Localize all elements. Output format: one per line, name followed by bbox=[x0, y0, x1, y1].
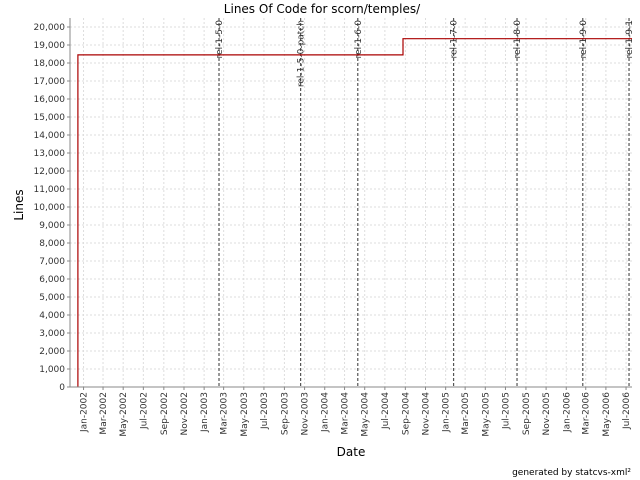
x-tick-label: Sep-2004 bbox=[401, 392, 411, 435]
y-tick-label: 19,000 bbox=[34, 41, 66, 51]
y-tick-label: 14,000 bbox=[34, 131, 66, 141]
y-ticks: 0 1,000 2,000 3,000 4,000 5,000 6,000 7,000 8,00… bbox=[34, 23, 70, 393]
x-tick-label: Mar-2006 bbox=[582, 392, 592, 435]
x-tick-label: May-2005 bbox=[481, 392, 491, 437]
x-tick-label: Jul-2006 bbox=[622, 392, 632, 430]
x-tick-label: Mar-2005 bbox=[461, 392, 471, 435]
x-tick-label: Jul-2004 bbox=[381, 392, 391, 430]
x-tick-label: Sep-2003 bbox=[280, 392, 290, 435]
y-tick-label: 17,000 bbox=[34, 77, 66, 87]
x-tick-label: May-2003 bbox=[240, 392, 250, 437]
series bbox=[77, 38, 632, 387]
y-tick-label: 12,000 bbox=[34, 167, 66, 177]
x-tick-label: May-2006 bbox=[602, 392, 612, 437]
x-tick-label: May-2002 bbox=[119, 392, 129, 437]
release-marker-label: rel-1-6-0 bbox=[354, 20, 364, 59]
y-tick-label: 2,000 bbox=[39, 347, 65, 357]
x-tick-label: Jan-2004 bbox=[321, 392, 331, 433]
x-tick-label: Jan-2002 bbox=[80, 392, 90, 433]
y-tick-label: 13,000 bbox=[34, 149, 66, 159]
y-tick-label: 9,000 bbox=[39, 221, 65, 231]
release-marker-label: rel-1-5-0 bbox=[215, 20, 225, 59]
y-tick-label: 11,000 bbox=[34, 185, 66, 195]
y-tick-label: 20,000 bbox=[34, 23, 66, 33]
x-tick-label: Sep-2005 bbox=[522, 392, 532, 435]
y-tick-label: 16,000 bbox=[34, 95, 66, 105]
y-tick-label: 8,000 bbox=[39, 239, 65, 249]
plot-area bbox=[70, 18, 632, 387]
x-tick-label: Jan-2006 bbox=[562, 392, 572, 433]
y-tick-label: 7,000 bbox=[39, 257, 65, 267]
y-tick-label: 3,000 bbox=[39, 329, 65, 339]
x-tick-label: Jan-2003 bbox=[200, 392, 210, 433]
x-axis-label: Date bbox=[337, 445, 366, 459]
x-tick-label: Mar-2002 bbox=[99, 392, 109, 435]
chart-title: Lines Of Code for scorn/temples/ bbox=[224, 2, 421, 16]
lines-of-code-line bbox=[77, 38, 632, 387]
release-marker-label: rel-1-5-0-patch bbox=[297, 20, 307, 87]
y-tick-label: 4,000 bbox=[39, 311, 65, 321]
x-tick-label: Nov-2005 bbox=[542, 392, 552, 435]
x-tick-label: Nov-2003 bbox=[301, 392, 311, 435]
y-tick-label: 6,000 bbox=[39, 275, 65, 285]
generated-by-footer: generated by statcvs-xml² bbox=[512, 468, 631, 478]
x-tick-label: Jul-2003 bbox=[260, 392, 270, 430]
y-tick-label: 1,000 bbox=[39, 365, 65, 375]
y-tick-label: 5,000 bbox=[39, 293, 65, 303]
x-tick-label: Jul-2005 bbox=[501, 392, 511, 430]
y-tick-label: 18,000 bbox=[34, 59, 66, 69]
y-axis-label: Lines bbox=[12, 189, 26, 220]
x-tick-label: Jan-2005 bbox=[442, 392, 452, 433]
y-tick-label: 15,000 bbox=[34, 113, 66, 123]
x-tick-label: Nov-2004 bbox=[422, 392, 432, 436]
x-tick-label: Mar-2004 bbox=[341, 392, 351, 435]
x-tick-label: Sep-2002 bbox=[160, 392, 170, 435]
x-tick-label: Nov-2002 bbox=[180, 392, 190, 435]
x-tick-label: Mar-2003 bbox=[220, 392, 230, 435]
x-ticks: Jan-2002 Mar-2002 May-2002 Jul-2002 Sep-2002… bbox=[80, 387, 632, 437]
y-tick-label: 0 bbox=[59, 383, 65, 393]
grid bbox=[70, 18, 632, 387]
x-tick-label: Jul-2002 bbox=[139, 392, 149, 430]
y-tick-label: 10,000 bbox=[34, 203, 66, 213]
x-tick-label: May-2004 bbox=[361, 392, 371, 437]
